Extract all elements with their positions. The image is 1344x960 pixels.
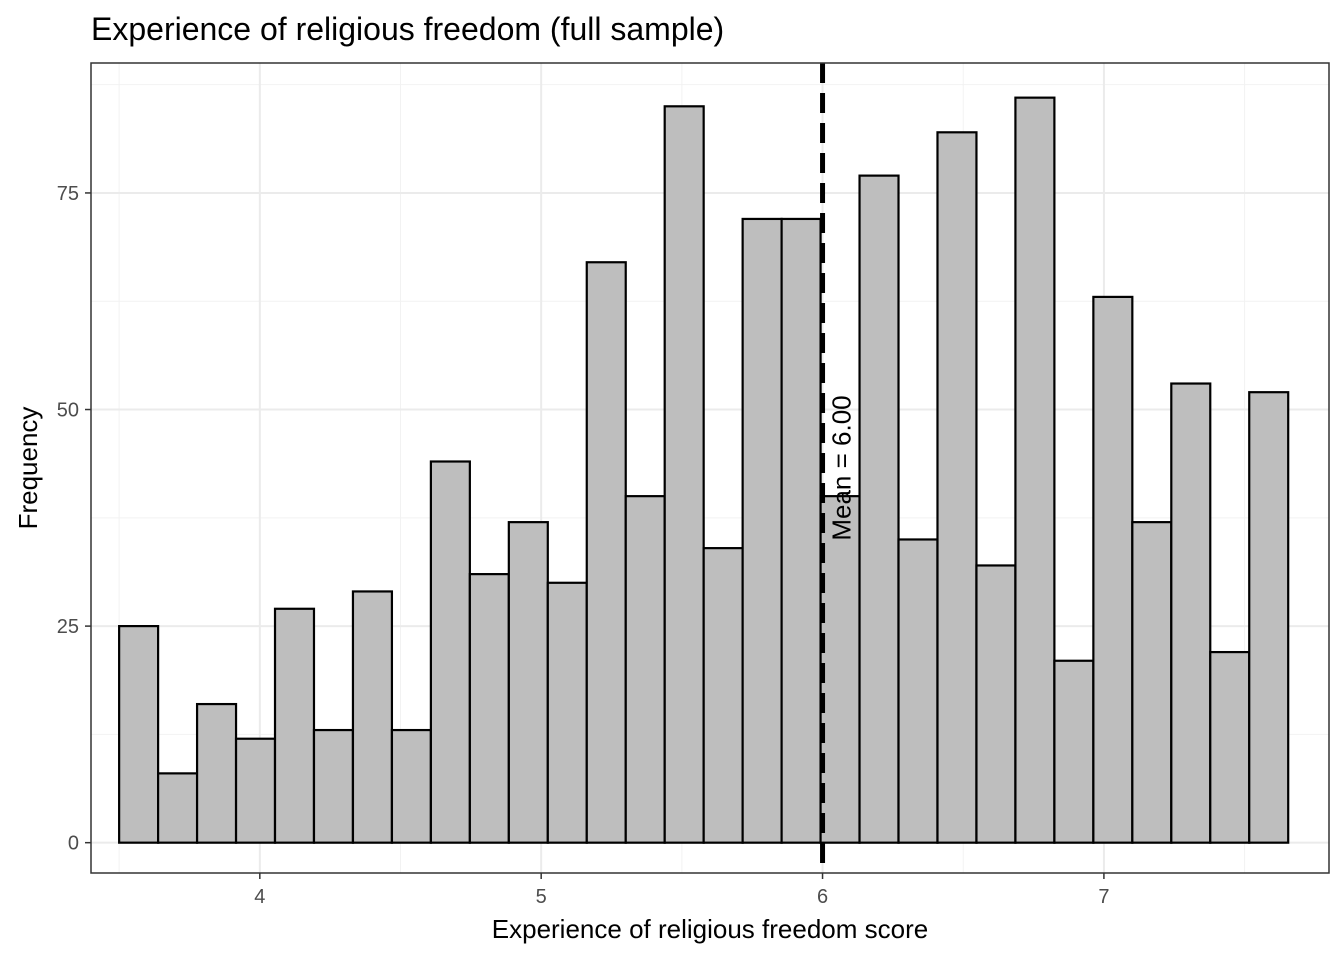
- y-tick-label: 25: [57, 616, 79, 638]
- histogram-bar: [936, 131, 978, 844]
- y-tick-label: 50: [57, 400, 79, 422]
- y-tick-label: 0: [68, 833, 79, 855]
- histogram-bar: [1248, 391, 1290, 844]
- histogram-bar: [546, 581, 588, 844]
- mean-label: Mean = 6.00: [827, 395, 857, 540]
- histogram-bar: [897, 538, 939, 844]
- histogram-bar: [1170, 382, 1212, 844]
- histogram-bar: [975, 564, 1017, 844]
- histogram-bar: [234, 737, 277, 844]
- histogram-bar: [780, 217, 822, 844]
- histogram-bar: [624, 495, 666, 844]
- x-axis-ticks: 4 5 6 7: [254, 873, 1109, 908]
- x-tick-label: 6: [817, 886, 828, 908]
- histogram-bar: [157, 772, 199, 844]
- histogram-bar: [1092, 295, 1134, 844]
- x-axis-title: Experience of religious freedom score: [492, 914, 928, 944]
- histogram-bar: [1209, 650, 1251, 844]
- panel-border: [90, 62, 1330, 874]
- histogram-bar: [390, 728, 432, 844]
- y-tick-label: 75: [57, 183, 79, 205]
- histogram-bar: [1131, 521, 1173, 844]
- histogram-bar: [351, 590, 394, 844]
- histogram-bar: [195, 702, 238, 844]
- histogram-bar: [858, 174, 900, 844]
- x-tick-label: 4: [254, 886, 265, 908]
- histogram-bar: [741, 217, 783, 844]
- histogram-bar: [468, 573, 510, 844]
- chart-title: Experience of religious freedom (full sa…: [91, 11, 724, 47]
- histogram-bar: [1053, 659, 1095, 844]
- histogram-bar: [585, 261, 627, 844]
- histogram-bar: [1014, 96, 1056, 844]
- histogram-bar: [507, 521, 549, 844]
- histogram-bar: [702, 547, 744, 844]
- y-axis-ticks: 0 25 50 75: [57, 183, 91, 855]
- histogram-bar: [118, 625, 160, 844]
- y-axis-title: Frequency: [13, 407, 43, 530]
- x-tick-label: 5: [536, 886, 547, 908]
- histogram-bar: [663, 105, 705, 844]
- histogram-bars: [118, 96, 1290, 844]
- histogram-bar: [819, 495, 861, 844]
- x-tick-label: 7: [1098, 886, 1109, 908]
- mean-line-group: Mean = 6.00: [820, 63, 857, 873]
- histogram-bar: [273, 607, 316, 844]
- histogram-bar: [312, 728, 355, 844]
- histogram-bar: [429, 460, 471, 844]
